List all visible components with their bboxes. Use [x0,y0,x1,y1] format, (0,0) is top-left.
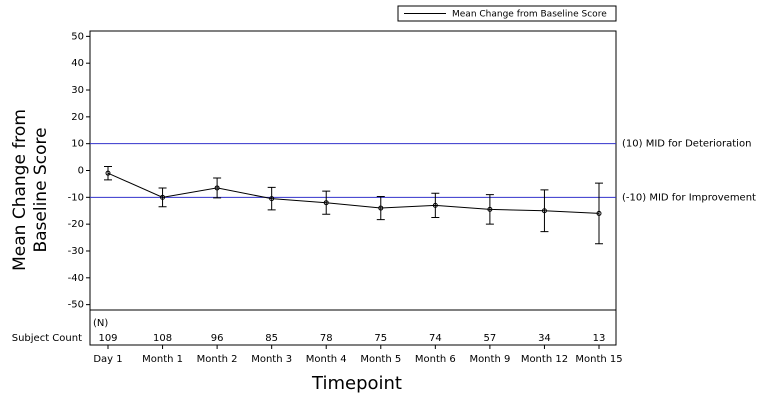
count-value: 75 [374,333,387,344]
count-value: 78 [320,333,333,344]
count-value: 57 [484,333,497,344]
x-tick-label: Month 12 [521,354,568,365]
x-tick-label: Month 3 [251,354,292,365]
error-bar [540,189,549,233]
y-axis-title-line: Mean Change from [10,109,30,271]
point [269,196,275,202]
count-value: 85 [265,333,278,344]
error-bar [158,187,167,208]
point [378,205,384,211]
y-axis-title: Mean Change from Baseline Score [10,109,51,271]
reference-label: (10) MID for Deterioration [622,139,751,150]
count-value: 13 [593,333,606,344]
count-value: 108 [153,333,172,344]
legend-box [397,5,617,22]
count-header: (N) [93,318,108,329]
error-bar [595,182,603,245]
error-bar [267,186,276,211]
count-value: 34 [538,333,551,344]
count-value: 74 [429,333,442,344]
y-axis-title-line: Baseline Score [31,127,51,252]
x-tick-label: Month 5 [360,354,401,365]
y-tick-label: -50 [68,300,84,311]
y-tick-label: -40 [68,273,84,284]
point [541,208,547,214]
series-line [107,172,600,214]
count-value: 109 [98,333,117,344]
error-bar [376,196,385,221]
count-value: 96 [211,333,224,344]
point [432,202,438,208]
point [160,194,166,200]
y-tick-label: 0 [78,166,84,177]
x-tick-label: Month 9 [469,354,510,365]
point [105,170,111,176]
count-frame [89,309,617,346]
x-tick-label: Month 2 [197,354,238,365]
point [487,206,493,212]
y-tick-label: -20 [68,219,84,230]
y-tick-label: -10 [68,192,84,203]
y-tick-label: 50 [71,31,84,42]
x-tick-label: Month 6 [415,354,456,365]
error-bar [322,190,331,215]
x-axis-title: Timepoint [311,373,402,394]
y-tick-label: 20 [71,112,84,123]
plot-frame [89,30,617,311]
x-tick-label: Month 4 [306,354,347,365]
y-tick-label: 10 [71,139,84,150]
x-tick-label: Month 1 [142,354,183,365]
y-tick-label: 30 [71,85,84,96]
x-tick-label: Day 1 [93,354,122,365]
y-tick-label: 40 [71,58,84,69]
count-label: Subject Count [12,333,82,344]
point [214,185,220,191]
error-bar [485,194,494,225]
legend-label: Mean Change from Baseline Score [452,10,607,20]
point [323,200,329,206]
point [596,210,602,216]
reference-label: (-10) MID for Improvement [622,192,756,203]
error-bar [213,177,222,199]
error-bar [431,192,440,218]
y-tick-label: -30 [68,246,84,257]
error-bar [104,165,112,181]
x-tick-label: Month 15 [575,354,622,365]
